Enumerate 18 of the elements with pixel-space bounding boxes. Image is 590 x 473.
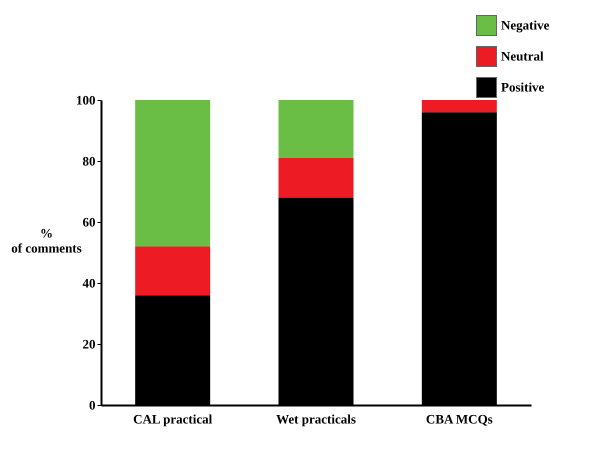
y-tick-label: 0 bbox=[89, 398, 96, 412]
legend-label: Neutral bbox=[501, 48, 544, 64]
bar bbox=[135, 246, 210, 296]
bar bbox=[422, 100, 497, 112]
bar bbox=[278, 158, 354, 198]
legend-label: Negative bbox=[501, 18, 550, 32]
y-tick-label: 80 bbox=[82, 154, 96, 168]
y-tick-label: 40 bbox=[82, 276, 96, 290]
y-tick-label: 20 bbox=[82, 336, 96, 352]
legend-label: Positive bbox=[501, 80, 545, 94]
y-axis-title: % of comments bbox=[11, 226, 82, 256]
bar bbox=[278, 100, 354, 158]
y-tick-label: 60 bbox=[82, 214, 96, 230]
x-tick-label: CBA MCQs bbox=[426, 412, 493, 426]
x-tick-label: Wet practicals bbox=[276, 412, 356, 426]
x-tick-label: CAL practical bbox=[133, 412, 213, 426]
bar bbox=[135, 100, 210, 246]
y-tick-label: 100 bbox=[76, 92, 96, 108]
